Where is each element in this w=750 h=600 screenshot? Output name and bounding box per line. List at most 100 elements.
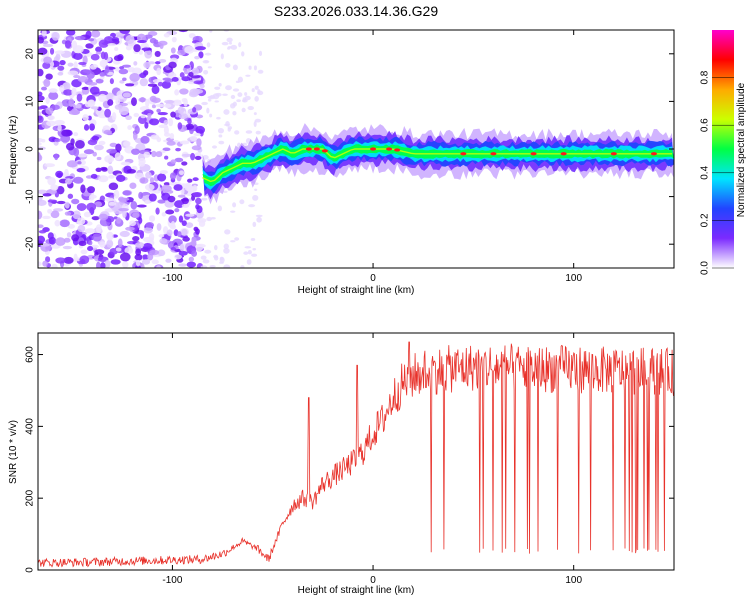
- noise-blob: [191, 67, 200, 76]
- noise-blob: [122, 64, 131, 68]
- spectrogram-y-tick-label: -10: [25, 189, 36, 204]
- noise-blob: [156, 265, 162, 268]
- noise-blob: [209, 264, 216, 268]
- noise-blob: [104, 197, 115, 202]
- noise-blob: [88, 99, 96, 107]
- noise-blob: [185, 213, 195, 217]
- noise-blob: [164, 79, 174, 83]
- noise-blob: [71, 40, 78, 50]
- spectrogram-ridge-layer: [202, 123, 674, 205]
- noise-blob: [113, 189, 120, 199]
- noise-blob: [248, 65, 252, 70]
- noise-blob: [112, 95, 119, 100]
- noise-blob: [73, 61, 78, 70]
- noise-blob: [72, 210, 81, 220]
- noise-blob: [76, 217, 86, 225]
- noise-blob: [38, 142, 42, 146]
- noise-blob: [178, 215, 184, 223]
- noise-blob: [194, 244, 204, 252]
- noise-blob: [47, 199, 58, 203]
- noise-blob: [163, 119, 169, 126]
- noise-blob: [125, 115, 132, 121]
- noise-blob: [50, 210, 60, 219]
- noise-blob: [144, 183, 155, 191]
- noise-blob: [144, 122, 149, 129]
- noise-blob: [77, 153, 88, 158]
- noise-blob: [250, 238, 256, 241]
- noise-blob: [38, 261, 42, 267]
- noise-blob: [236, 99, 241, 103]
- noise-blob: [118, 68, 129, 75]
- noise-blob: [222, 93, 228, 97]
- ridge-hot-spot: [560, 152, 567, 156]
- noise-blob: [253, 182, 259, 185]
- noise-blob: [105, 65, 110, 74]
- noise-blob: [247, 250, 252, 255]
- noise-blob: [216, 116, 221, 120]
- noise-blob: [136, 204, 147, 208]
- noise-blob: [101, 167, 108, 172]
- noise-blob: [148, 215, 156, 222]
- noise-blob: [89, 123, 95, 131]
- noise-blob: [38, 235, 46, 244]
- noise-blob: [140, 114, 146, 119]
- noise-blob: [42, 193, 52, 197]
- noise-blob: [135, 248, 142, 256]
- noise-blob: [240, 265, 245, 268]
- figure-title: S233.2026.033.14.36.G29: [274, 3, 438, 19]
- noise-blob: [201, 197, 208, 201]
- noise-blob: [96, 261, 101, 268]
- noise-blob: [148, 233, 155, 241]
- noise-blob: [54, 138, 61, 143]
- noise-blob: [78, 61, 87, 66]
- noise-blob: [232, 202, 237, 208]
- noise-blob: [133, 61, 138, 66]
- noise-blob: [139, 78, 148, 87]
- noise-blob: [47, 208, 53, 214]
- noise-blob: [186, 261, 196, 268]
- noise-blob: [144, 49, 153, 59]
- noise-blob: [54, 219, 61, 227]
- colorbar-gradient: [712, 30, 734, 268]
- noise-blob: [85, 43, 94, 49]
- noise-blob: [104, 259, 111, 268]
- noise-blob: [155, 103, 165, 108]
- noise-blob: [171, 77, 179, 82]
- spectrogram-x-tick-label: 100: [565, 273, 582, 284]
- noise-blob: [238, 42, 242, 48]
- noise-blob: [200, 265, 208, 268]
- snr-x-tick-label: 100: [565, 575, 582, 586]
- noise-blob: [66, 232, 72, 238]
- noise-blob: [214, 86, 221, 90]
- noise-blob: [51, 31, 60, 41]
- noise-blob: [149, 177, 154, 184]
- noise-blob: [169, 133, 175, 140]
- noise-blob: [125, 83, 135, 87]
- noise-blob: [177, 231, 182, 238]
- noise-blob: [164, 103, 172, 108]
- noise-blob: [63, 256, 74, 264]
- noise-blob: [47, 115, 55, 121]
- noise-blob: [223, 243, 229, 250]
- noise-blob: [78, 240, 87, 246]
- noise-blob: [67, 62, 74, 67]
- noise-blob: [148, 193, 157, 202]
- noise-blob: [38, 36, 44, 44]
- noise-blob: [253, 112, 257, 116]
- noise-blob: [57, 65, 65, 71]
- noise-blob: [163, 182, 170, 186]
- noise-blob: [184, 184, 193, 191]
- noise-blob: [241, 107, 246, 113]
- noise-blob: [138, 216, 143, 224]
- noise-blob: [105, 92, 115, 101]
- noise-blob: [95, 46, 103, 53]
- noise-blob: [81, 86, 90, 90]
- noise-blob: [43, 43, 54, 48]
- noise-blob: [75, 140, 85, 149]
- noise-blob: [87, 186, 95, 194]
- noise-blob: [215, 92, 222, 97]
- noise-blob: [118, 208, 129, 212]
- noise-blob: [131, 148, 140, 155]
- noise-blob: [119, 66, 125, 70]
- noise-blob: [129, 72, 140, 82]
